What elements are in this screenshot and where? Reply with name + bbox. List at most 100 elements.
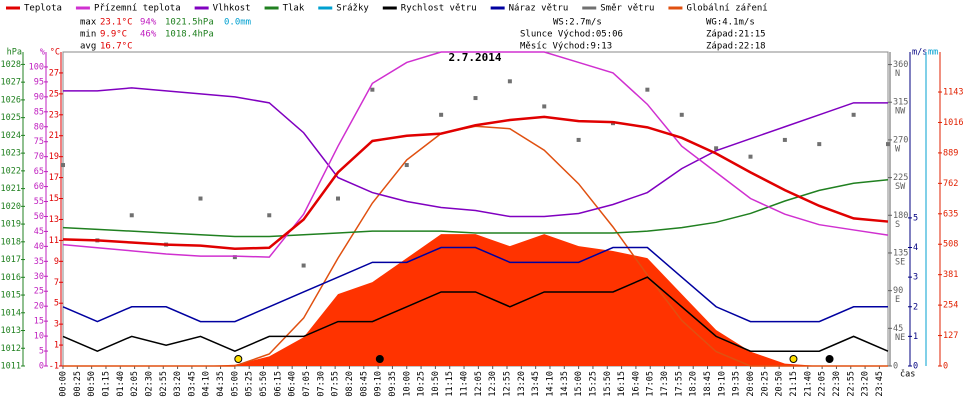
y-tick-label: 1019 xyxy=(1,220,21,230)
legend-label: Směr větru xyxy=(600,4,654,14)
x-tick-label: 13:45 xyxy=(531,371,541,397)
direction-point xyxy=(542,104,547,109)
y-tick-label: 1014 xyxy=(1,308,21,318)
chart-title: 2.7.2014 xyxy=(449,51,502,64)
x-tick-label: 08:45 xyxy=(359,371,369,397)
x-tick-label: 21:40 xyxy=(803,371,813,397)
y-tick-label: 10 xyxy=(34,332,44,342)
x-tick-label: 02:05 xyxy=(130,371,140,397)
y-tick-label: 762 xyxy=(943,179,958,189)
x-tick-label: 09:35 xyxy=(388,371,398,397)
compass-label: E xyxy=(895,295,900,305)
info-text: WG:4.1m/s xyxy=(706,18,755,28)
x-tick-label: 18:20 xyxy=(689,371,699,397)
y-tick-label: 1 xyxy=(913,332,918,342)
direction-point xyxy=(782,137,787,142)
direction-point xyxy=(129,213,134,218)
y-tick-label: 85 xyxy=(34,107,44,117)
y-tick-label: 1021 xyxy=(1,184,21,194)
y-tick-label: 13 xyxy=(49,215,59,225)
legend-label: Globální záření xyxy=(686,4,767,14)
x-tick-label: 10:50 xyxy=(431,371,441,397)
y-tick-label: 315 xyxy=(893,98,908,108)
series-line xyxy=(63,87,888,218)
x-tick-label: 05:50 xyxy=(259,371,269,397)
x-tick-label: 02:55 xyxy=(159,371,169,397)
y-tick-label: 1022 xyxy=(1,166,21,176)
y-tick-label: 95 xyxy=(34,77,44,87)
x-tick-label: 15:50 xyxy=(603,371,613,397)
astro-marker xyxy=(789,355,798,363)
direction-point xyxy=(679,112,684,117)
info-text: Slunce Východ:05:06 xyxy=(520,30,623,40)
x-tick-label: 20:50 xyxy=(775,371,785,397)
y-tick-label: 80 xyxy=(34,122,44,132)
x-tick-label: 07:55 xyxy=(331,371,341,397)
info-text: WS:2.7m/s xyxy=(553,18,602,28)
y-tick-label: 1027 xyxy=(1,78,21,88)
y-tick-label: 1017 xyxy=(1,255,21,265)
y-tick-label: 25 xyxy=(49,89,59,99)
compass-label: W xyxy=(895,144,901,154)
y-tick-label: 75 xyxy=(34,137,44,147)
direction-point xyxy=(714,146,719,151)
x-tick-label: 19:10 xyxy=(717,371,727,397)
x-tick-label: 07:30 xyxy=(316,371,326,397)
x-tick-label: 17:05 xyxy=(646,371,656,397)
y-tick-label: 1012 xyxy=(1,344,21,354)
x-tick-label: 17:55 xyxy=(674,371,684,397)
radiation-area xyxy=(63,234,888,366)
y-tick-label: 40 xyxy=(34,242,44,252)
legend-label: Vlhkost xyxy=(213,4,251,14)
y-tick-label: 889 xyxy=(943,148,958,158)
x-tick-label: 07:05 xyxy=(302,371,312,397)
x-tick-label: 20:00 xyxy=(746,371,756,397)
y-tick-label: 1011 xyxy=(1,362,21,372)
x-tick-label: 21:15 xyxy=(789,371,799,397)
x-tick-label: 09:10 xyxy=(374,371,384,397)
y-tick-label: 35 xyxy=(34,257,44,267)
stat-text: 16.7°C xyxy=(100,42,133,52)
direction-point xyxy=(198,196,203,201)
stat-text: avg xyxy=(80,42,96,52)
y-tick-label: 5 xyxy=(39,347,44,357)
y-tick-label: 5 xyxy=(54,299,59,309)
y-tick-label: 2 xyxy=(913,302,918,312)
x-tick-label: 08:20 xyxy=(345,371,355,397)
legend-label: Náraz větru xyxy=(509,4,569,14)
y-tick-label: 1143 xyxy=(943,88,963,98)
y-tick-label: 254 xyxy=(943,301,958,311)
y-tick-label: 60 xyxy=(34,182,44,192)
x-tick-label: 14:35 xyxy=(560,371,570,397)
compass-label: SW xyxy=(895,182,906,192)
axis-label: hPa xyxy=(7,48,22,58)
x-tick-label: 16:40 xyxy=(631,371,641,397)
astro-marker xyxy=(825,355,834,363)
legend-label: Tlak xyxy=(283,4,305,14)
astro-marker xyxy=(375,355,384,363)
direction-point xyxy=(576,137,581,142)
x-tick-label: 05:25 xyxy=(245,371,255,397)
y-tick-label: 15 xyxy=(34,317,44,327)
stat-text: 1021.5hPa xyxy=(165,18,214,28)
y-tick-label: 1015 xyxy=(1,291,21,301)
info-text: Západ:21:15 xyxy=(706,30,766,40)
x-tick-label: 06:15 xyxy=(273,371,283,397)
compass-label: NE xyxy=(895,333,905,343)
x-tick-label: 22:30 xyxy=(832,371,842,397)
y-tick-label: 30 xyxy=(34,272,44,282)
y-tick-label: 27 xyxy=(49,68,59,78)
legend-label: Srážky xyxy=(336,4,369,14)
compass-label: S xyxy=(895,220,900,230)
x-tick-label: 23:45 xyxy=(875,371,885,397)
x-tick-label: 11:40 xyxy=(460,371,470,397)
y-tick-label: 45 xyxy=(893,324,903,334)
direction-point xyxy=(61,163,65,168)
compass-label: NW xyxy=(895,107,906,117)
y-tick-label: 135 xyxy=(893,248,908,258)
x-tick-label: 10:00 xyxy=(402,371,412,397)
stat-text: max xyxy=(80,18,97,28)
series-line xyxy=(62,246,888,323)
y-tick-label: 1 xyxy=(54,341,59,351)
